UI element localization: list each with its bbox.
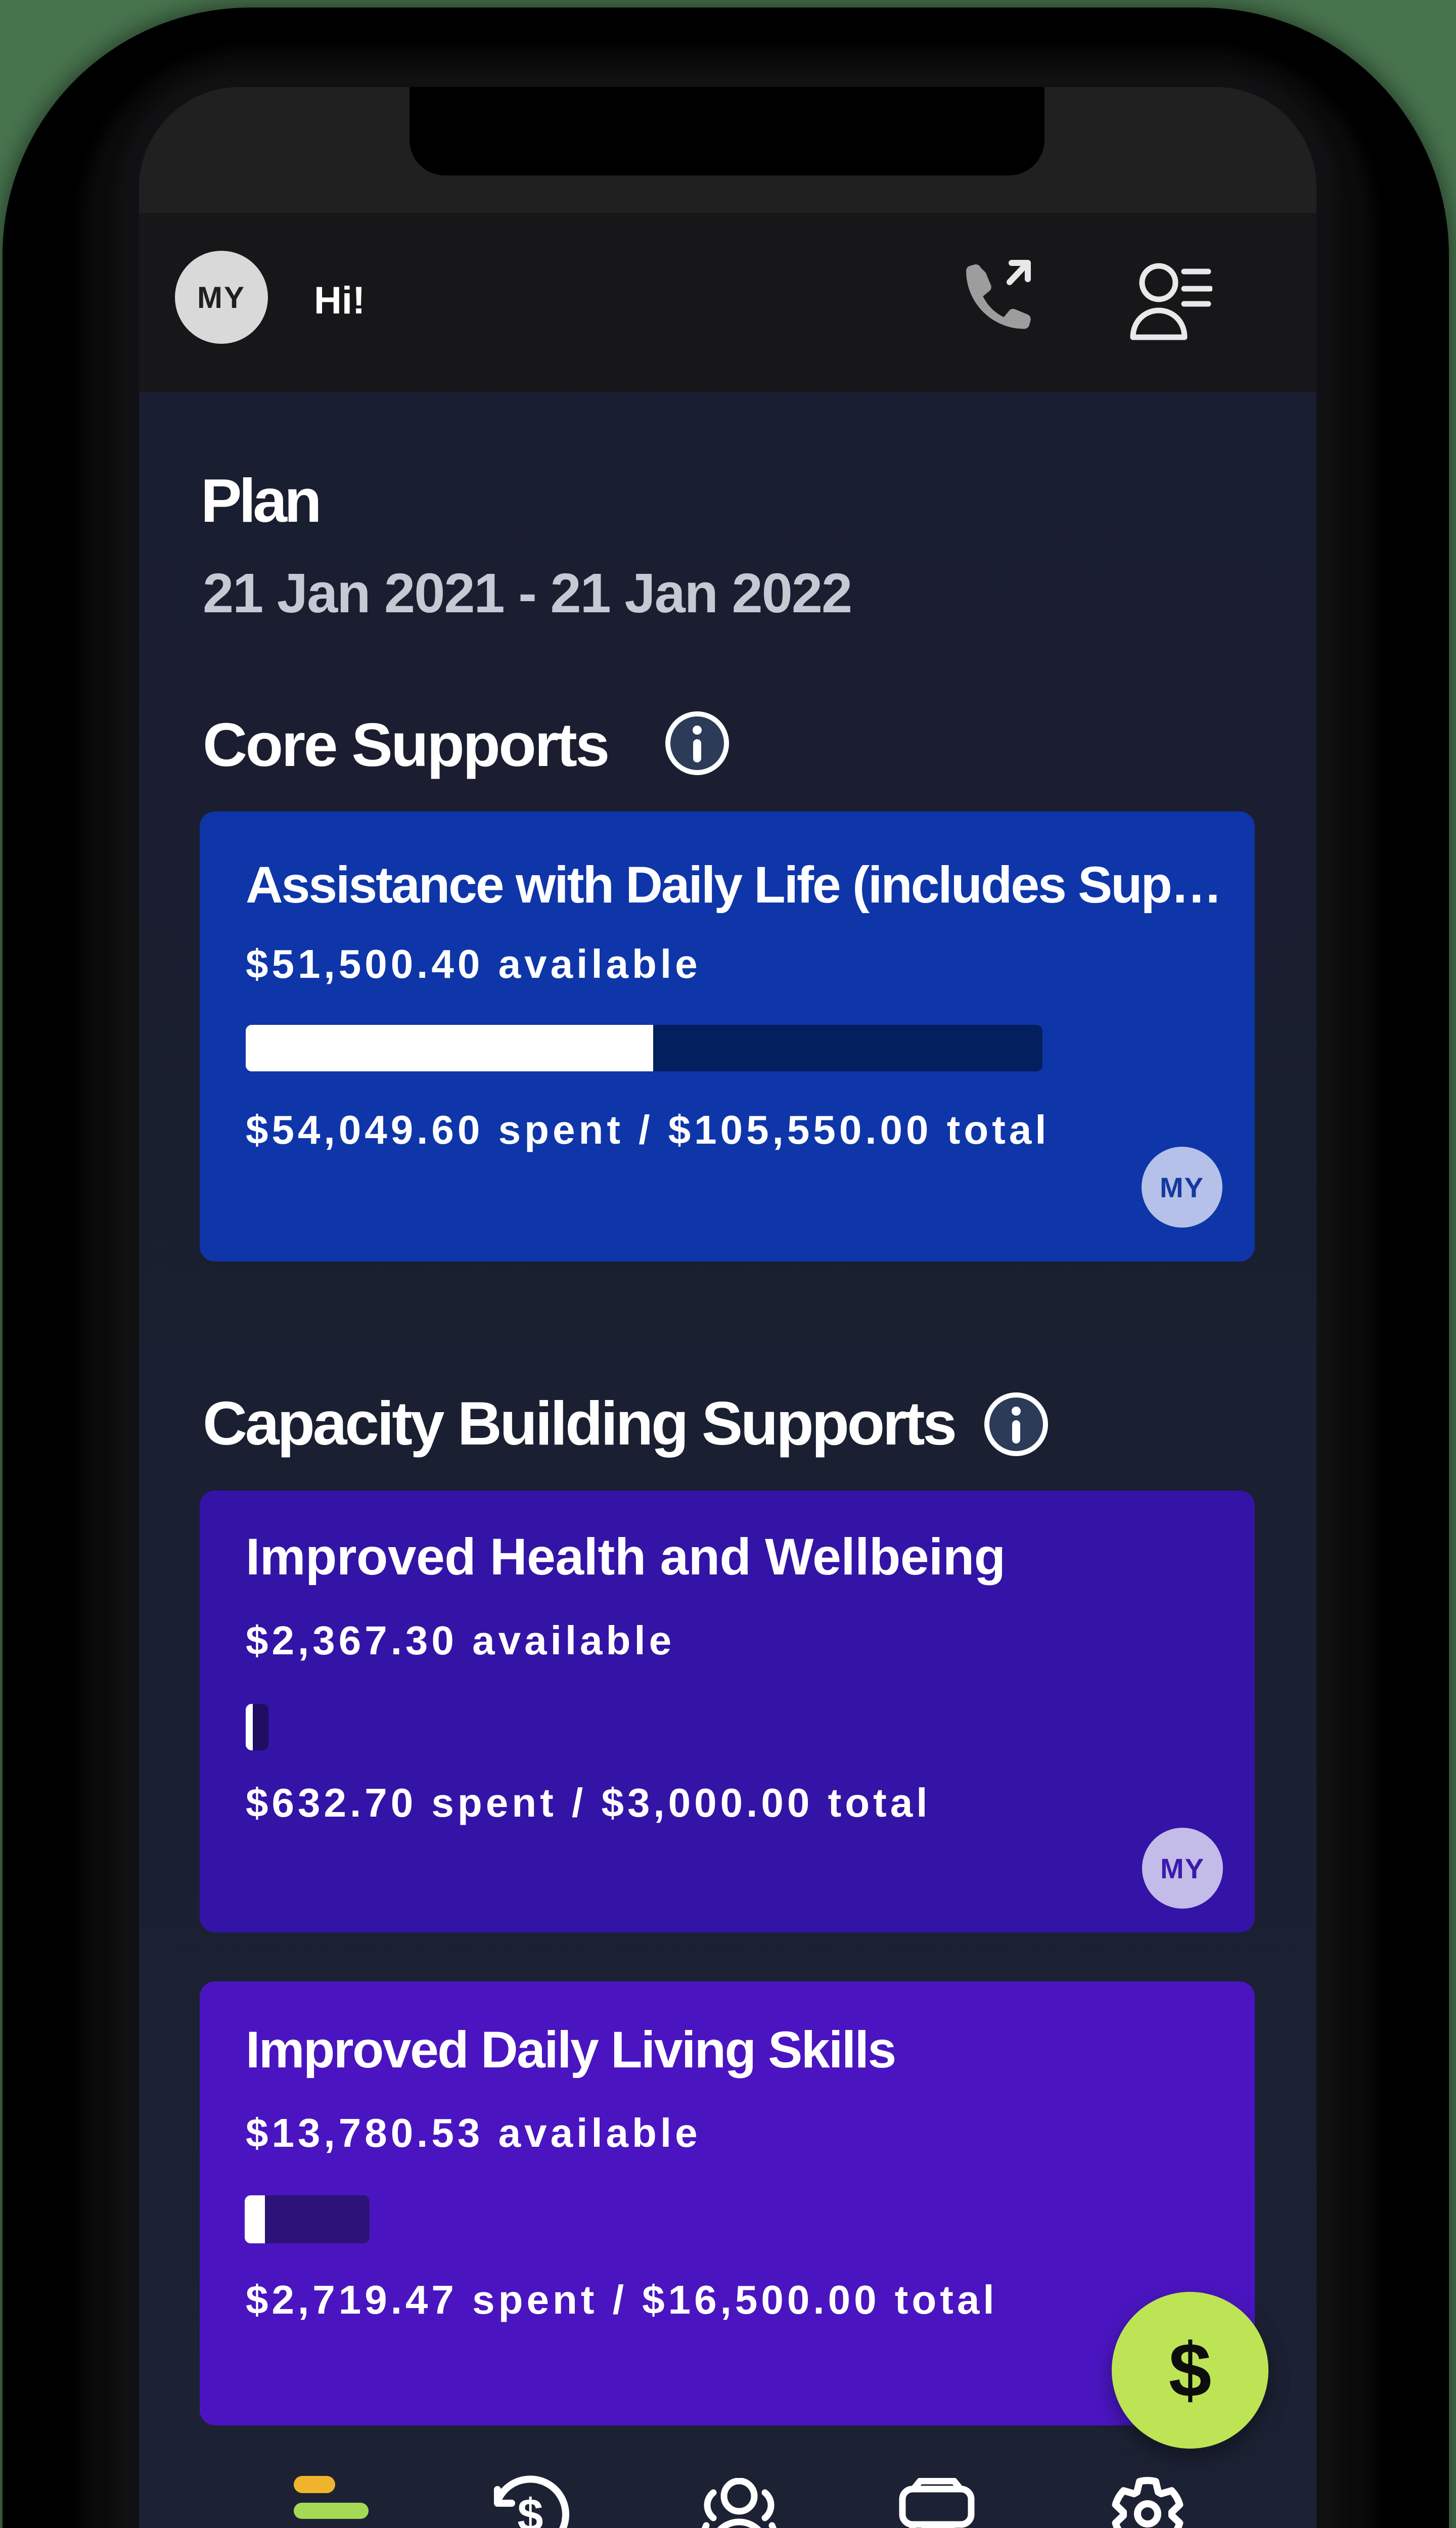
svg-text:$: $ — [517, 2490, 543, 2528]
